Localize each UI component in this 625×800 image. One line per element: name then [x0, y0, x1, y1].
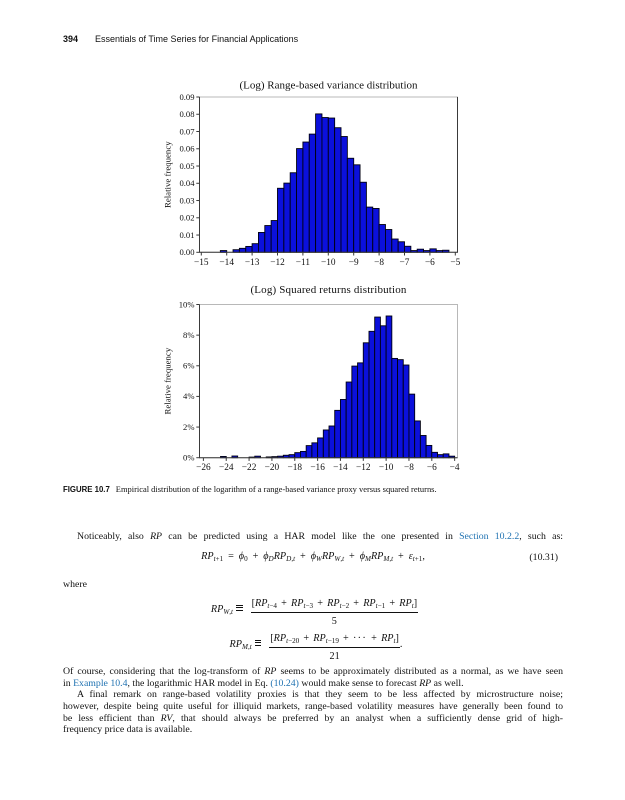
svg-text:(Log) Range-based variance dis: (Log) Range-based variance distribution: [239, 80, 418, 92]
svg-text:10%: 10%: [179, 299, 195, 309]
svg-text:−8: −8: [404, 463, 414, 473]
svg-text:0.00: 0.00: [179, 247, 194, 257]
svg-text:6%: 6%: [183, 361, 194, 371]
svg-text:0.02: 0.02: [179, 213, 194, 223]
svg-text:0.09: 0.09: [179, 92, 194, 102]
svg-text:−26: −26: [196, 463, 211, 473]
svg-text:−6: −6: [427, 463, 437, 473]
svg-text:0.01: 0.01: [179, 230, 194, 240]
svg-text:−4: −4: [450, 463, 460, 473]
svg-text:Relative frequency: Relative frequency: [163, 347, 173, 414]
svg-text:−10: −10: [379, 463, 394, 473]
svg-text:−11: −11: [296, 258, 311, 268]
svg-text:−18: −18: [287, 463, 302, 473]
svg-text:−8: −8: [374, 258, 384, 268]
svg-text:−14: −14: [219, 258, 234, 268]
svg-text:0.05: 0.05: [179, 161, 194, 171]
svg-text:−10: −10: [321, 258, 336, 268]
svg-text:(Log) Squared returns distribu: (Log) Squared returns distribution: [250, 284, 406, 296]
svg-text:0%: 0%: [183, 453, 194, 463]
svg-text:8%: 8%: [183, 330, 194, 340]
svg-text:−22: −22: [242, 463, 257, 473]
svg-text:−14: −14: [333, 463, 348, 473]
svg-text:0.04: 0.04: [179, 178, 195, 188]
svg-text:Relative frequency: Relative frequency: [163, 141, 173, 208]
svg-text:−9: −9: [349, 258, 359, 268]
svg-text:0.03: 0.03: [179, 195, 194, 205]
svg-text:−12: −12: [270, 258, 285, 268]
svg-text:−20: −20: [265, 463, 280, 473]
svg-text:−7: −7: [400, 258, 410, 268]
svg-text:−24: −24: [219, 463, 234, 473]
svg-text:0.07: 0.07: [179, 126, 195, 136]
svg-text:2%: 2%: [183, 422, 194, 432]
svg-text:0.08: 0.08: [179, 109, 194, 119]
svg-text:−13: −13: [245, 258, 260, 268]
svg-text:−16: −16: [310, 463, 325, 473]
svg-text:0.06: 0.06: [179, 144, 195, 154]
svg-text:−5: −5: [450, 258, 460, 268]
svg-text:−6: −6: [425, 258, 435, 268]
svg-text:−12: −12: [356, 463, 371, 473]
svg-text:4%: 4%: [183, 391, 194, 401]
svg-text:−15: −15: [194, 258, 209, 268]
